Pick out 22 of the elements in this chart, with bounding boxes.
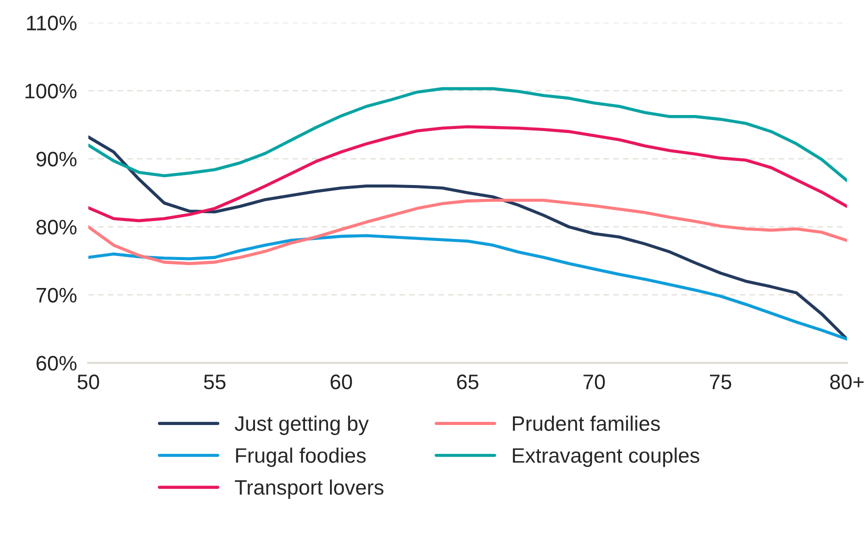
y-tick-label: 90% <box>36 152 76 167</box>
x-tick-label: 60 <box>330 374 352 390</box>
line-series <box>88 198 847 266</box>
x-tick-label: 55 <box>204 374 226 390</box>
legend-label: Frugal foodies <box>236 448 366 467</box>
x-tick-label: 65 <box>457 374 478 390</box>
legend-label: Transport lovers <box>234 479 384 499</box>
y-tick-label: 80% <box>36 220 76 235</box>
x-tick-label: 50 <box>78 374 100 390</box>
line-series <box>88 234 847 341</box>
y-tick-label: 100% <box>26 84 76 98</box>
x-tick-label: 70 <box>584 374 605 390</box>
x-tick-label: 80+ <box>830 374 864 390</box>
legend-label: Just getting by <box>234 416 369 436</box>
line-series <box>88 125 847 222</box>
legend-label: Prudent families <box>512 416 660 431</box>
y-tick-label: 70% <box>36 288 76 303</box>
y-tick-label: 60% <box>36 356 76 371</box>
line-series <box>88 87 847 182</box>
legend-label: Extravagent couples <box>512 448 700 467</box>
x-tick-label: 75 <box>710 374 732 390</box>
y-tick-label: 110% <box>27 16 76 30</box>
